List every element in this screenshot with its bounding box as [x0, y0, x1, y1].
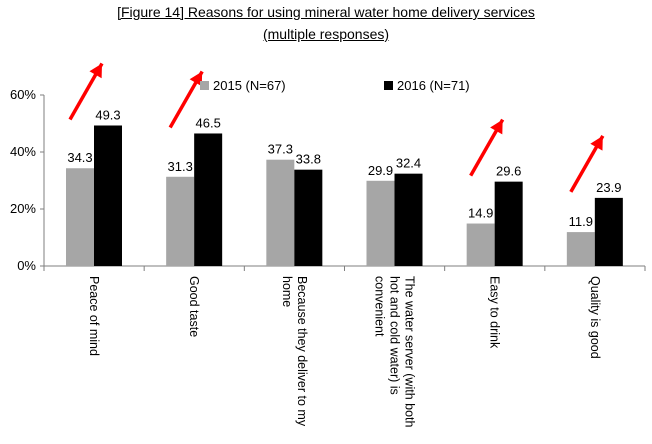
- category-label: convenient: [373, 276, 387, 337]
- data-label: 14.9: [468, 206, 493, 221]
- chart-subtitle: (multiple responses): [262, 26, 390, 42]
- bar-2016: [494, 181, 523, 266]
- data-label: 49.3: [95, 107, 120, 122]
- bar-2015: [266, 159, 295, 266]
- legend-swatch: [384, 81, 393, 90]
- category-label: Good taste: [187, 276, 201, 337]
- y-tick-label: 20%: [10, 201, 36, 216]
- data-label: 11.9: [569, 214, 593, 229]
- bar-2015: [366, 180, 395, 266]
- data-label: 23.9: [596, 180, 621, 195]
- y-tick-label: 40%: [10, 144, 36, 159]
- data-label: 37.3: [268, 142, 293, 157]
- data-label: 34.3: [67, 150, 92, 165]
- bar-2016: [194, 133, 223, 266]
- increase-arrow-head: [189, 71, 203, 87]
- category-label: Peace of mind: [87, 276, 101, 356]
- bar-2015: [566, 232, 595, 266]
- category-label: Easy to drink: [488, 276, 502, 349]
- data-label: 31.3: [168, 159, 193, 174]
- category-label: home: [280, 276, 294, 307]
- category-label: Quality is good: [588, 276, 602, 359]
- category-label: Because they deliver to my: [295, 276, 309, 427]
- bar-2015: [166, 176, 195, 266]
- increase-arrow-head: [89, 63, 102, 79]
- data-label: 46.5: [196, 115, 221, 130]
- increase-arrow-head: [490, 119, 503, 135]
- legend-swatch: [200, 81, 209, 90]
- y-tick-label: 0%: [17, 258, 36, 273]
- bar-2016: [294, 169, 323, 266]
- legend-label: 2016 (N=71): [397, 78, 470, 93]
- y-tick-label: 60%: [10, 87, 36, 102]
- increase-arrow-head: [590, 135, 603, 151]
- data-label: 33.8: [296, 152, 321, 167]
- bar-2016: [94, 125, 122, 267]
- bar-2016: [594, 197, 623, 266]
- data-label: 29.9: [368, 163, 393, 178]
- data-label: 32.4: [396, 156, 421, 171]
- chart-title: [Figure 14] Reasons for using mineral wa…: [117, 4, 535, 20]
- bar-2016: [394, 173, 423, 266]
- category-label: hot and cold water) is: [388, 276, 402, 395]
- data-label: 29.6: [496, 164, 521, 179]
- bar-2015: [466, 223, 495, 266]
- bar-2015: [66, 168, 94, 266]
- category-label: The water server (with both: [403, 276, 417, 427]
- legend-label: 2015 (N=67): [213, 78, 286, 93]
